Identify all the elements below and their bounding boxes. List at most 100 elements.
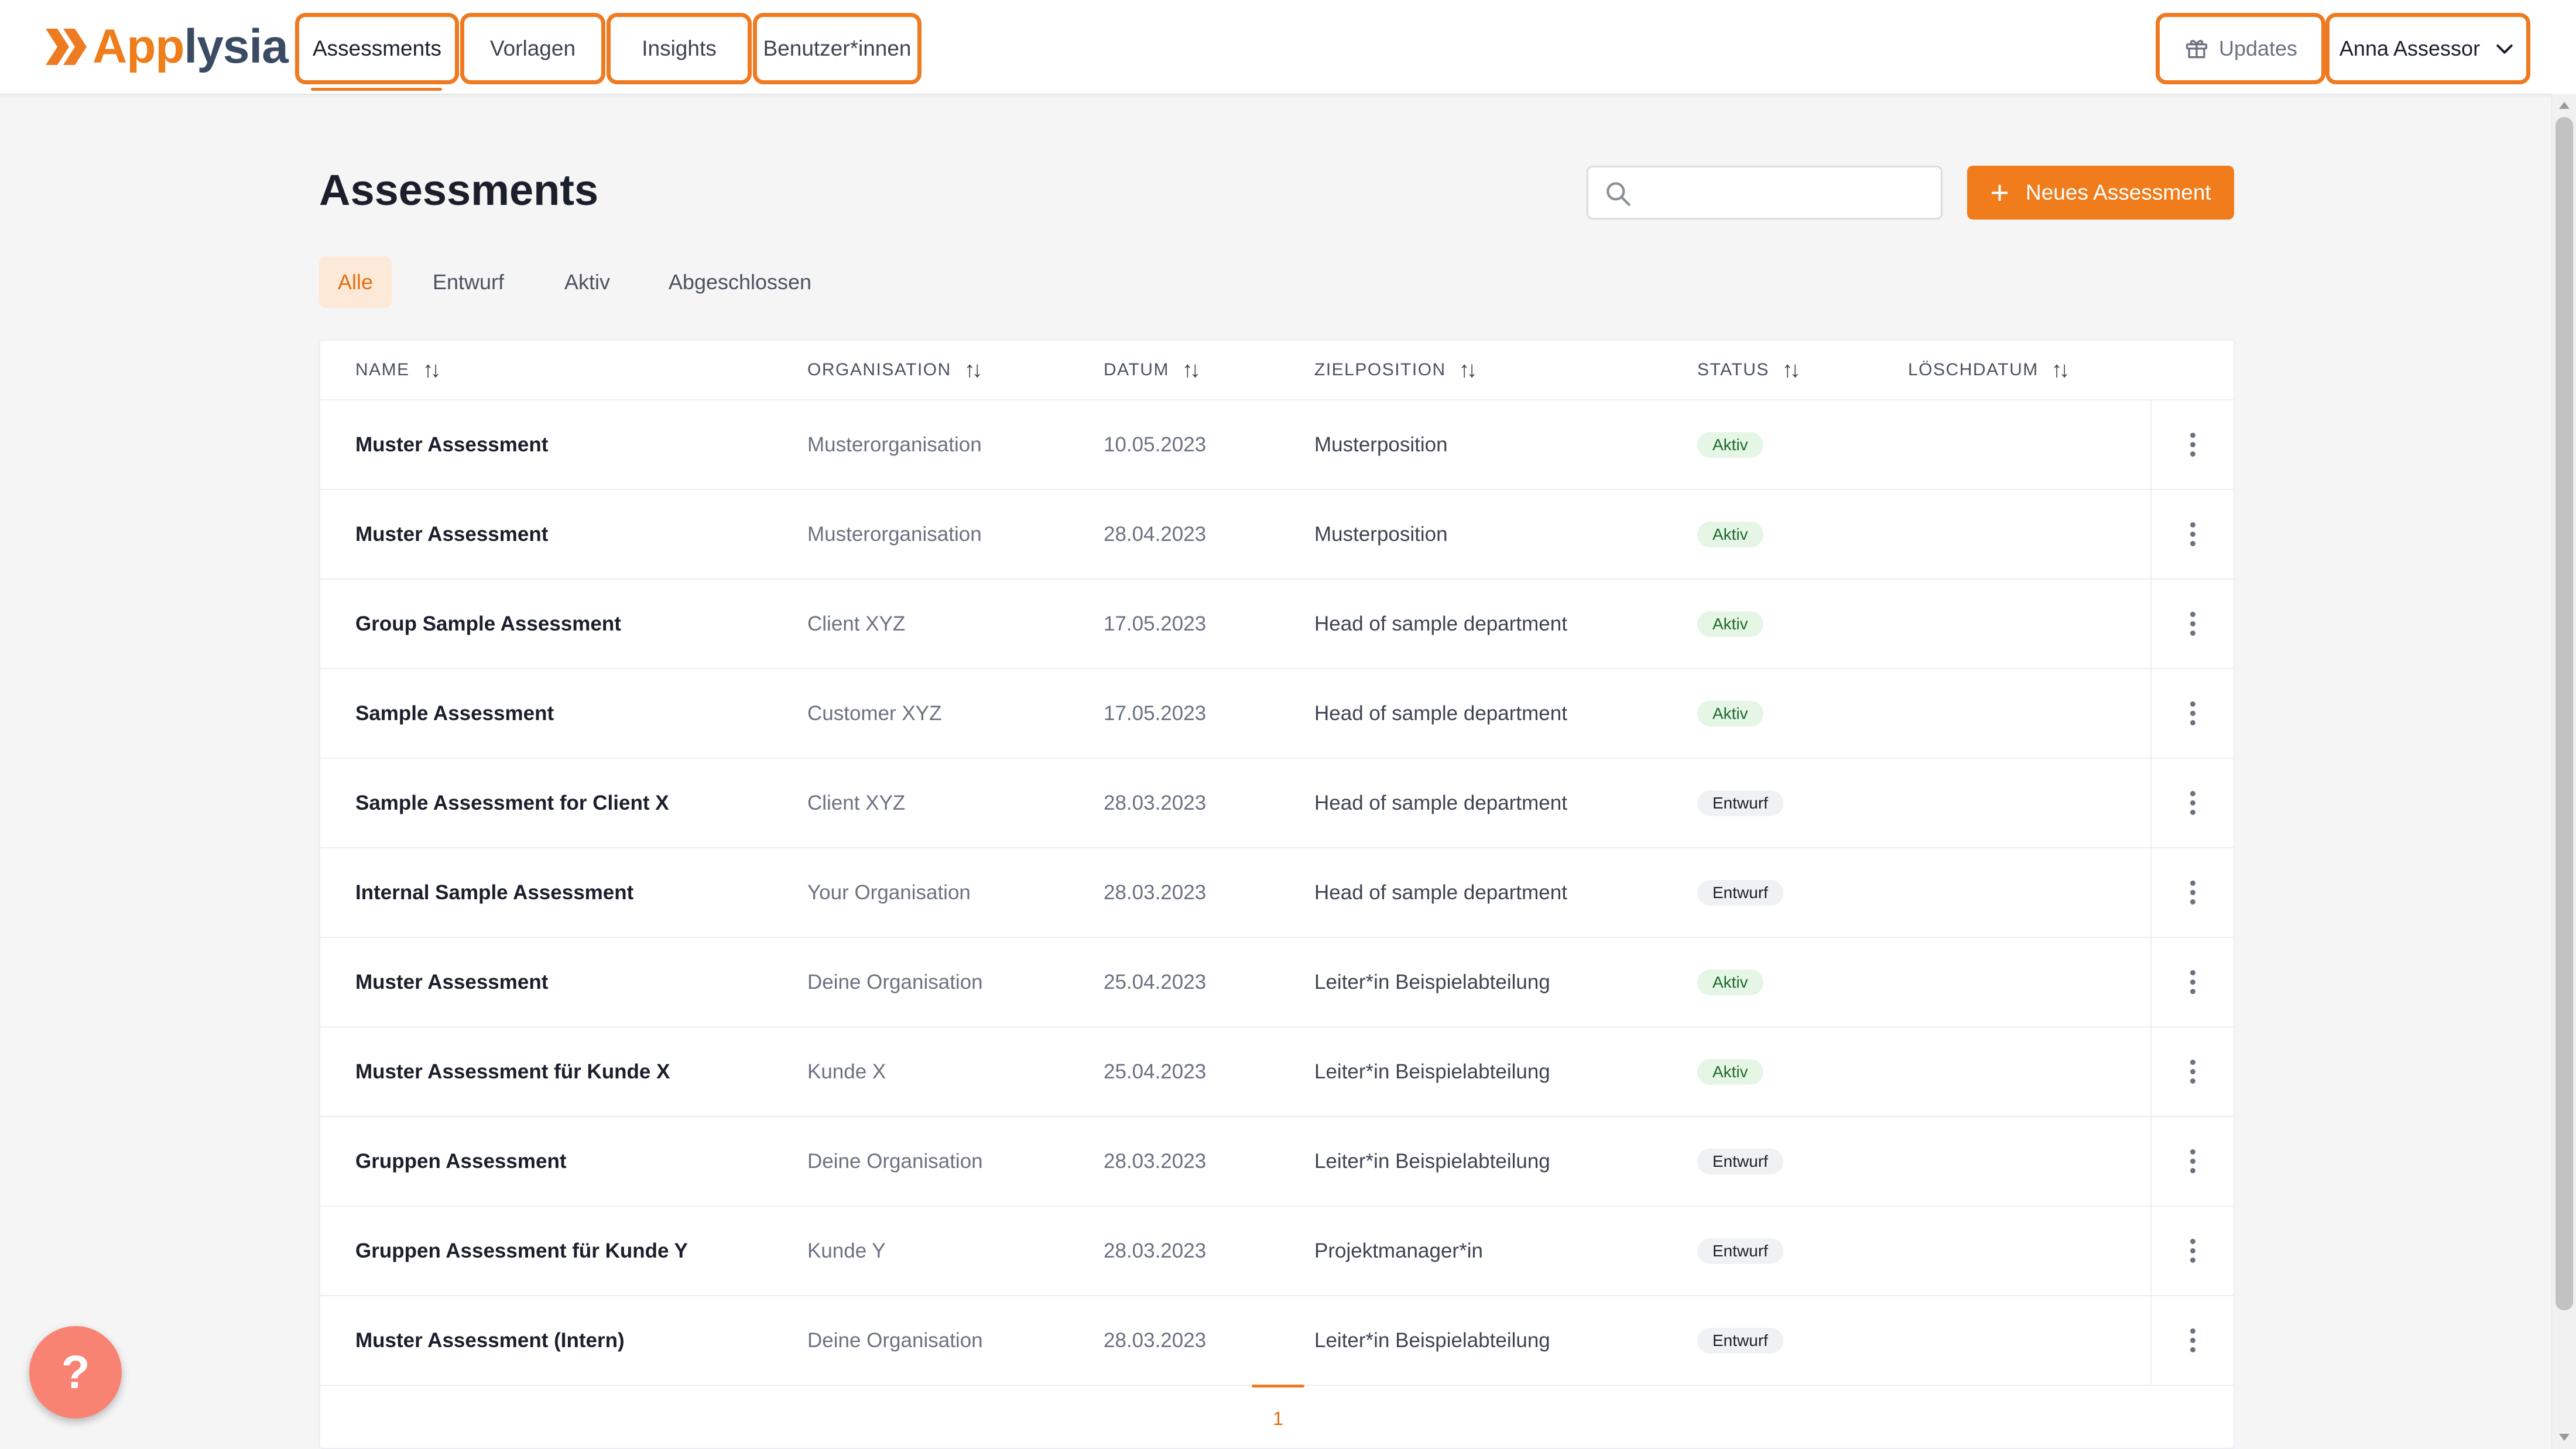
new-assessment-label: Neues Assessment	[2025, 180, 2211, 204]
status-cell: Entwurf	[1697, 848, 1783, 937]
row-actions-menu[interactable]	[2150, 490, 2234, 578]
help-button[interactable]: ?	[29, 1326, 122, 1419]
filter-tab-entwurf[interactable]: Entwurf	[432, 270, 505, 294]
filter-tab-alle[interactable]: Alle	[319, 256, 392, 308]
date-cell: 28.04.2023	[1104, 522, 1207, 546]
table-row[interactable]: Gruppen Assessment für Kunde Y Kunde Y 28.…	[320, 1207, 2234, 1296]
more-vertical-icon	[2190, 881, 2195, 905]
row-actions-menu[interactable]	[2150, 1117, 2234, 1205]
column-header-loeschdatum[interactable]: LÖSCHDATUM ↑↓	[1908, 357, 2070, 382]
assessment-name[interactable]: Internal Sample Assessment	[355, 881, 634, 904]
status-cell: Aktiv	[1697, 580, 1763, 668]
sort-icon[interactable]: ↑↓	[964, 357, 983, 382]
scrollbar-thumb[interactable]	[2556, 117, 2573, 1310]
status-badge: Aktiv	[1697, 431, 1763, 458]
assessment-name[interactable]: Muster Assessment	[355, 970, 549, 994]
applysia-logo[interactable]: Applysia	[46, 19, 289, 75]
table-row[interactable]: Muster Assessment Musterorganisation 28.04…	[320, 490, 2234, 580]
table-row[interactable]: Muster Assessment für Kunde X Kunde X 25.0…	[320, 1027, 2234, 1117]
sort-icon[interactable]: ↑↓	[1181, 357, 1201, 382]
nav-tab-vorlagen[interactable]: Vorlagen	[460, 13, 605, 84]
status-badge: Entwurf	[1697, 790, 1783, 816]
status-cell: Aktiv	[1697, 400, 1763, 489]
assessment-name[interactable]: Gruppen Assessment für Kunde Y	[355, 1239, 688, 1262]
vertical-scrollbar[interactable]	[2551, 94, 2576, 1449]
organisation-cell: Client XYZ	[807, 612, 906, 635]
table-row[interactable]: Sample Assessment for Client X Client XYZ…	[320, 759, 2234, 848]
more-vertical-icon	[2190, 1328, 2195, 1352]
table-row[interactable]: Group Sample Assessment Client XYZ 17.05.2…	[320, 580, 2234, 669]
date-cell: 17.05.2023	[1104, 612, 1207, 635]
position-cell: Leiter*in Beispielabteilung	[1314, 1328, 1550, 1352]
assessment-name[interactable]: Muster Assessment	[355, 522, 549, 546]
date-cell: 28.03.2023	[1104, 1239, 1207, 1262]
sort-icon[interactable]: ↑↓	[1458, 357, 1478, 382]
status-cell: Aktiv	[1697, 938, 1763, 1026]
date-cell: 28.03.2023	[1104, 1149, 1207, 1173]
assessment-name[interactable]: Muster Assessment für Kunde X	[355, 1060, 670, 1083]
table-row[interactable]: Muster Assessment (Intern) Deine Organisa…	[320, 1296, 2234, 1386]
organisation-cell: Deine Organisation	[807, 1328, 983, 1352]
position-cell: Head of sample department	[1314, 612, 1567, 635]
date-cell: 25.04.2023	[1104, 970, 1207, 994]
table-row[interactable]: Gruppen Assessment Deine Organisation 28.0…	[320, 1117, 2234, 1207]
user-name: Anna Assessor	[2339, 36, 2481, 60]
column-header-status[interactable]: STATUS ↑↓	[1697, 357, 1801, 382]
row-actions-menu[interactable]	[2150, 669, 2234, 758]
sort-icon[interactable]: ↑↓	[2051, 357, 2070, 382]
active-tab-indicator	[311, 88, 442, 91]
assessment-name[interactable]: Gruppen Assessment	[355, 1149, 567, 1173]
assessment-name[interactable]: Group Sample Assessment	[355, 612, 621, 635]
filter-tab-abgeschlossen[interactable]: Abgeschlossen	[668, 270, 812, 294]
scroll-down-arrow-icon[interactable]	[2559, 1434, 2570, 1441]
organisation-cell: Kunde Y	[807, 1239, 886, 1262]
page-number-button[interactable]: 1	[1273, 1408, 1283, 1429]
assessment-name[interactable]: Sample Assessment for Client X	[355, 791, 669, 814]
row-actions-menu[interactable]	[2150, 848, 2234, 937]
position-cell: Head of sample department	[1314, 881, 1567, 904]
table-row[interactable]: Muster Assessment Musterorganisation 10.05…	[320, 400, 2234, 490]
new-assessment-button[interactable]: + Neues Assessment	[1967, 166, 2234, 220]
assessment-name[interactable]: Muster Assessment (Intern)	[355, 1328, 625, 1352]
organisation-cell: Deine Organisation	[807, 970, 983, 994]
status-cell: Aktiv	[1697, 669, 1763, 758]
status-badge: Aktiv	[1697, 611, 1763, 637]
nav-tab-insights[interactable]: Insights	[607, 13, 752, 84]
nav-tab-assessments[interactable]: Assessments	[295, 13, 459, 84]
row-actions-menu[interactable]	[2150, 1296, 2234, 1385]
table-row[interactable]: Sample Assessment Customer XYZ 17.05.2023 H…	[320, 669, 2234, 759]
status-badge: Aktiv	[1697, 1059, 1763, 1085]
row-actions-menu[interactable]	[2150, 400, 2234, 489]
organisation-cell: Musterorganisation	[807, 522, 982, 546]
row-actions-menu[interactable]	[2150, 580, 2234, 668]
table-row[interactable]: Internal Sample Assessment Your Organisat…	[320, 848, 2234, 938]
organisation-cell: Deine Organisation	[807, 1149, 983, 1173]
assessment-name[interactable]: Sample Assessment	[355, 701, 554, 725]
column-header-name[interactable]: NAME ↑↓	[355, 357, 441, 382]
row-actions-menu[interactable]	[2150, 1207, 2234, 1295]
current-page-indicator	[1252, 1385, 1304, 1388]
position-cell: Leiter*in Beispielabteilung	[1314, 1060, 1550, 1083]
updates-button[interactable]: Updates	[2156, 13, 2325, 84]
sort-icon[interactable]: ↑↓	[1782, 357, 1801, 382]
pagination: 1	[1252, 1385, 1304, 1443]
status-cell: Entwurf	[1697, 1207, 1783, 1295]
row-actions-menu[interactable]	[2150, 759, 2234, 847]
table-row[interactable]: Muster Assessment Deine Organisation 25.04…	[320, 938, 2234, 1027]
row-actions-menu[interactable]	[2150, 1027, 2234, 1116]
column-header-datum[interactable]: DATUM ↑↓	[1104, 357, 1201, 382]
scroll-up-arrow-icon[interactable]	[2559, 102, 2570, 109]
row-actions-menu[interactable]	[2150, 938, 2234, 1026]
column-header-organisation[interactable]: ORGANISATION ↑↓	[807, 357, 983, 382]
assessment-name[interactable]: Muster Assessment	[355, 433, 549, 456]
nav-tab-benutzerinnen[interactable]: Benutzer*innen	[753, 13, 922, 84]
more-vertical-icon	[2190, 1239, 2195, 1263]
organisation-cell: Client XYZ	[807, 791, 906, 814]
search-input[interactable]	[1647, 173, 1930, 213]
filter-tab-aktiv[interactable]: Aktiv	[564, 270, 610, 294]
sort-icon[interactable]: ↑↓	[422, 357, 441, 382]
search-field[interactable]	[1587, 166, 1943, 220]
user-menu-button[interactable]: Anna Assessor	[2325, 13, 2530, 84]
column-header-zielposition[interactable]: ZIELPOSITION ↑↓	[1314, 357, 1478, 382]
status-badge: Entwurf	[1697, 879, 1783, 906]
